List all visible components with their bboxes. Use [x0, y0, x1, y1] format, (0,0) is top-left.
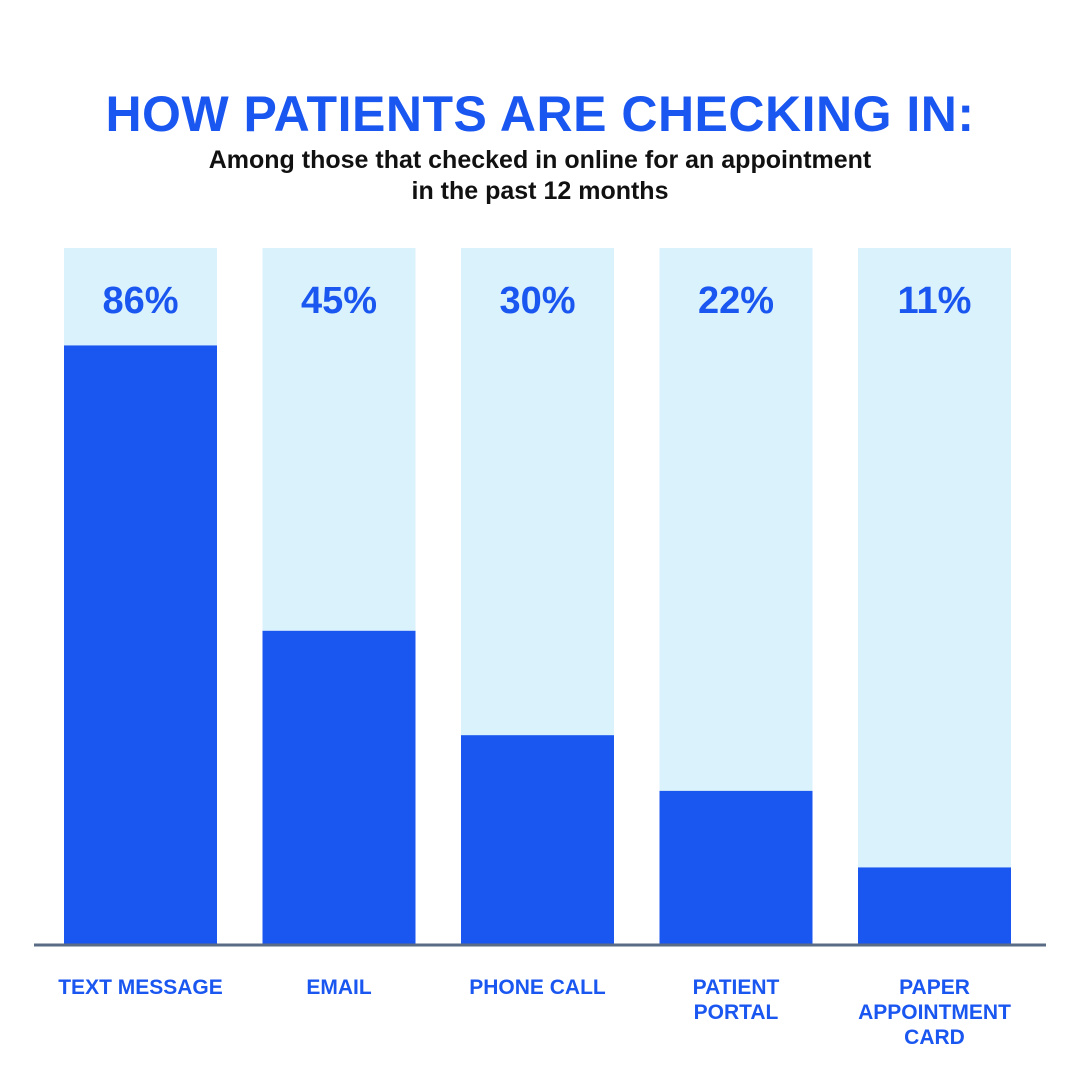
bar-track	[858, 248, 1011, 944]
category-label: APPOINTMENT	[858, 1001, 1011, 1024]
category-label: CARD	[904, 1026, 965, 1049]
chart-title: HOW PATIENTS ARE CHECKING IN:	[105, 86, 975, 142]
bar	[461, 735, 614, 944]
category-label: EMAIL	[306, 976, 372, 999]
subtitle-line-1: Among those that checked in online for a…	[208, 146, 872, 174]
bar	[262, 630, 416, 944]
category-label: PAPER	[899, 976, 970, 999]
data-label: 45%	[301, 280, 377, 322]
subtitle-line-2: in the past 12 months	[411, 177, 669, 205]
chart-subtitle: Among those that checked in online for a…	[0, 145, 1080, 207]
data-label: 22%	[698, 280, 774, 322]
data-label: 11%	[898, 280, 972, 322]
bar	[659, 790, 813, 944]
bar	[858, 867, 1011, 944]
category-label: PHONE CALL	[469, 976, 606, 999]
category-label: PATIENT	[693, 976, 780, 999]
category-label: TEXT MESSAGE	[58, 976, 223, 999]
data-label: 86%	[102, 280, 178, 322]
category-label: PORTAL	[694, 1001, 779, 1024]
data-label: 30%	[499, 280, 575, 322]
bar	[64, 345, 217, 944]
